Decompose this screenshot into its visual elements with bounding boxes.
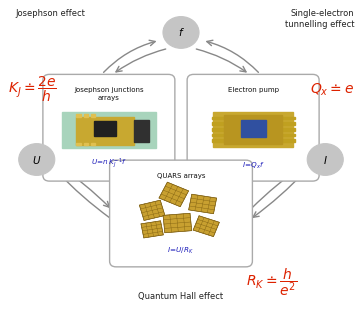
Circle shape — [19, 144, 55, 175]
Polygon shape — [141, 221, 163, 238]
Text: $U$: $U$ — [32, 153, 42, 166]
Bar — [91, 114, 95, 117]
Text: $K_J \doteq \dfrac{2e}{h}$: $K_J \doteq \dfrac{2e}{h}$ — [8, 75, 57, 104]
Text: Josephson junctions
arrays: Josephson junctions arrays — [74, 87, 144, 100]
Bar — [224, 115, 282, 144]
Bar — [214, 112, 293, 147]
FancyBboxPatch shape — [110, 160, 252, 267]
Text: $I\!=\!Q_x f$: $I\!=\!Q_x f$ — [241, 160, 265, 171]
Circle shape — [163, 17, 199, 48]
Bar — [76, 143, 81, 145]
FancyBboxPatch shape — [187, 74, 319, 181]
Polygon shape — [139, 200, 165, 220]
Text: Josephson effect: Josephson effect — [15, 9, 85, 18]
Bar — [212, 117, 226, 119]
Text: Quantum Hall effect: Quantum Hall effect — [138, 292, 224, 301]
Text: Electron pump: Electron pump — [228, 87, 279, 93]
Text: $R_K \doteq \dfrac{h}{e^2}$: $R_K \doteq \dfrac{h}{e^2}$ — [246, 266, 297, 298]
Bar — [94, 122, 116, 136]
Bar — [134, 120, 148, 142]
Bar — [76, 114, 81, 117]
Bar — [62, 112, 156, 148]
Bar — [212, 128, 226, 130]
Polygon shape — [163, 213, 192, 233]
Bar — [280, 139, 295, 142]
Text: $U\!=\!n\,K_J^{-1}f$: $U\!=\!n\,K_J^{-1}f$ — [91, 156, 127, 171]
Bar — [280, 134, 295, 136]
Bar — [280, 122, 295, 125]
Polygon shape — [189, 194, 216, 214]
Bar — [91, 143, 95, 145]
Bar — [84, 114, 88, 117]
Text: $I\!=\!U/R_K$: $I\!=\!U/R_K$ — [168, 246, 194, 256]
Circle shape — [307, 144, 343, 175]
Bar — [212, 134, 226, 136]
Bar — [240, 120, 266, 137]
Bar — [280, 117, 295, 119]
Bar — [280, 128, 295, 130]
Text: $Q_x \doteq e$: $Q_x \doteq e$ — [310, 81, 354, 98]
Bar — [76, 117, 134, 145]
Polygon shape — [193, 216, 219, 237]
Text: $f$: $f$ — [177, 26, 185, 39]
Text: $I$: $I$ — [323, 153, 328, 166]
Bar — [212, 139, 226, 142]
Bar — [84, 143, 88, 145]
Text: Single-electron
tunnelling effect: Single-electron tunnelling effect — [285, 9, 354, 29]
FancyBboxPatch shape — [43, 74, 175, 181]
Polygon shape — [159, 182, 189, 207]
Text: QUARS arrays: QUARS arrays — [157, 173, 205, 179]
Bar — [212, 122, 226, 125]
